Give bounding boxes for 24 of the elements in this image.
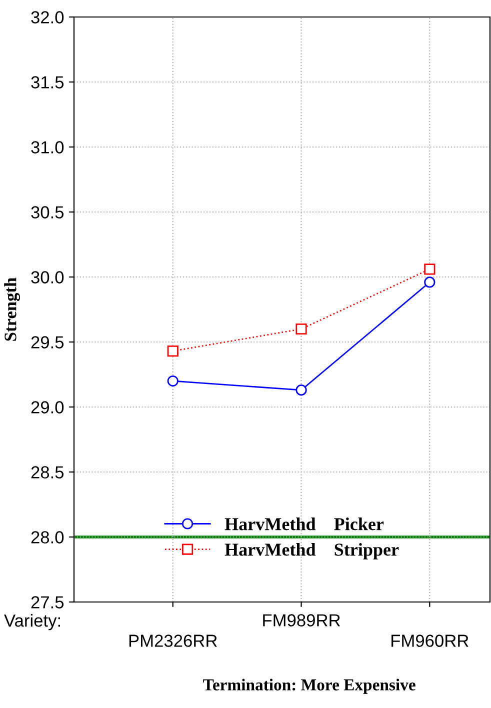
legend-label: HarvMethd Picker [224, 518, 384, 530]
x-axis-title: Variety: [4, 614, 60, 630]
y-tick-label: 31.0 [31, 141, 64, 154]
point [167, 346, 178, 357]
y-tick-label: 31.5 [31, 76, 64, 88]
y-tick-label: 28.0 [31, 531, 64, 544]
y-tick-label: 30.5 [31, 206, 64, 218]
x-tick-label: PM2326RR [129, 634, 217, 647]
point [167, 375, 178, 387]
point [296, 323, 307, 335]
y-tick-label: 29.0 [31, 401, 64, 414]
point [424, 264, 436, 275]
legend-label: HarvMethd Stripper [224, 543, 399, 560]
x-tick-label: FM960RR [392, 634, 468, 647]
y-tick-label: 28.5 [31, 466, 64, 478]
point [296, 384, 307, 396]
y-tick-label: 32.0 [31, 11, 64, 24]
y-tick-label: 30.0 [31, 271, 64, 284]
text: Termination: More Expensive [203, 678, 416, 694]
y-tick-label: 27.5 [31, 596, 64, 608]
y-axis-title: Strength [4, 278, 20, 341]
point [424, 276, 436, 288]
x-tick-label: FM989RR [263, 614, 340, 626]
y-tick-label: 29.5 [31, 336, 64, 348]
